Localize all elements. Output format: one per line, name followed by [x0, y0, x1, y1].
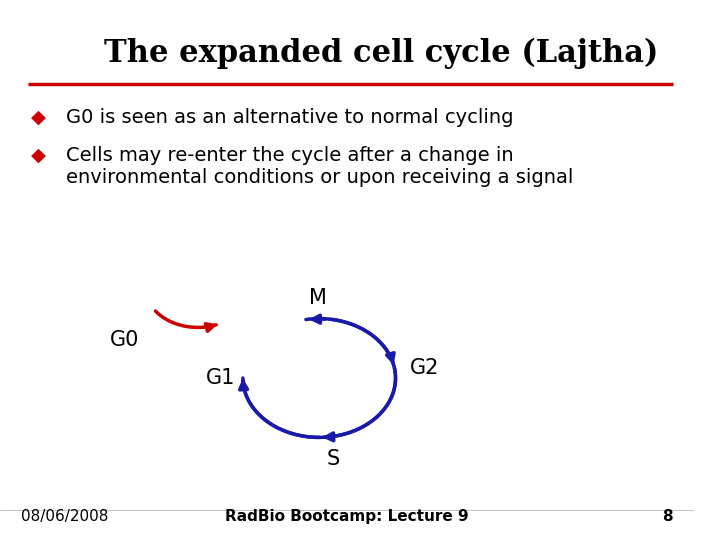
Text: The expanded cell cycle (Lajtha): The expanded cell cycle (Lajtha)	[104, 38, 659, 69]
Text: RadBio Bootcamp: Lecture 9: RadBio Bootcamp: Lecture 9	[225, 509, 469, 524]
Text: G1: G1	[206, 368, 235, 388]
Text: Cells may re-enter the cycle after a change in
environmental conditions or upon : Cells may re-enter the cycle after a cha…	[66, 146, 573, 187]
Text: 8: 8	[662, 509, 673, 524]
Text: G0 is seen as an alternative to normal cycling: G0 is seen as an alternative to normal c…	[66, 108, 513, 127]
Text: 08/06/2008: 08/06/2008	[21, 509, 108, 524]
Text: M: M	[310, 288, 328, 308]
Text: ◆: ◆	[31, 146, 45, 165]
Text: G2: G2	[410, 357, 439, 377]
Text: ◆: ◆	[31, 108, 45, 127]
Text: S: S	[326, 449, 339, 469]
Text: G0: G0	[109, 330, 139, 350]
